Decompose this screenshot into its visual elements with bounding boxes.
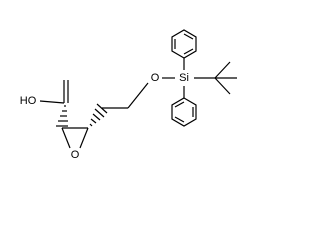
hashed-bond [56,105,68,127]
bond [183,48,194,55]
bond [174,116,185,123]
bonds [39,29,237,149]
bond [174,101,185,108]
structure-diagram: HO O O Si [20,29,237,161]
bond [127,82,149,109]
bond [183,33,194,40]
bond [214,77,231,95]
bond [79,127,89,149]
phenyl-ring [171,97,197,127]
atom-label: O [151,72,160,84]
atom-label: Si [179,72,189,84]
atom-label: HO [20,95,37,107]
bond [39,100,65,104]
bond [61,127,71,149]
atom-label: O [71,149,80,161]
hashed-bond [89,103,108,127]
bond [214,61,231,79]
phenyl-ring [171,29,197,59]
